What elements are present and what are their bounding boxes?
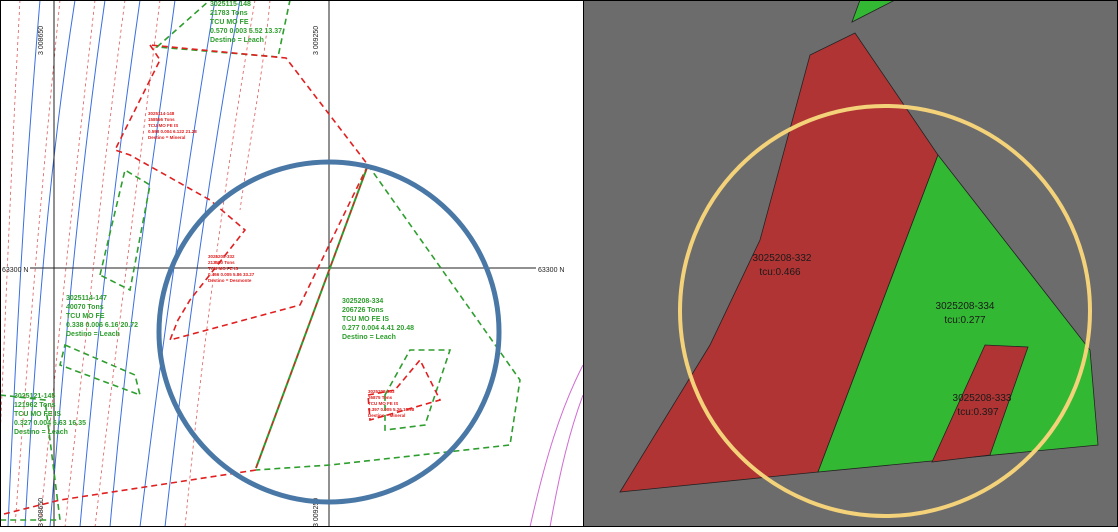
easting-label: 3 008650 — [38, 498, 45, 527]
easting-label: 3 009250 — [313, 26, 320, 55]
polygon-tcu: tcu:0.277 — [944, 315, 986, 326]
cad-map-panel: 3 008650 3 009250 3 008650 3 009250 6330… — [0, 0, 583, 527]
polygon-label: 3025208-333 — [953, 393, 1012, 404]
polygon-tcu: tcu:0.466 — [759, 267, 801, 278]
polygon-label: 3025208-332 — [753, 253, 812, 264]
polygon-label: 3025208-334 — [936, 301, 995, 312]
northing-label: 63300 N — [538, 267, 564, 274]
northing-label: 63300 N — [2, 267, 28, 274]
easting-label: 3 008650 — [38, 26, 45, 55]
gis-view-panel: 3025208-332 tcu:0.466 3025208-334 tcu:0.… — [584, 0, 1118, 527]
polygon-tcu: tcu:0.397 — [957, 407, 999, 418]
